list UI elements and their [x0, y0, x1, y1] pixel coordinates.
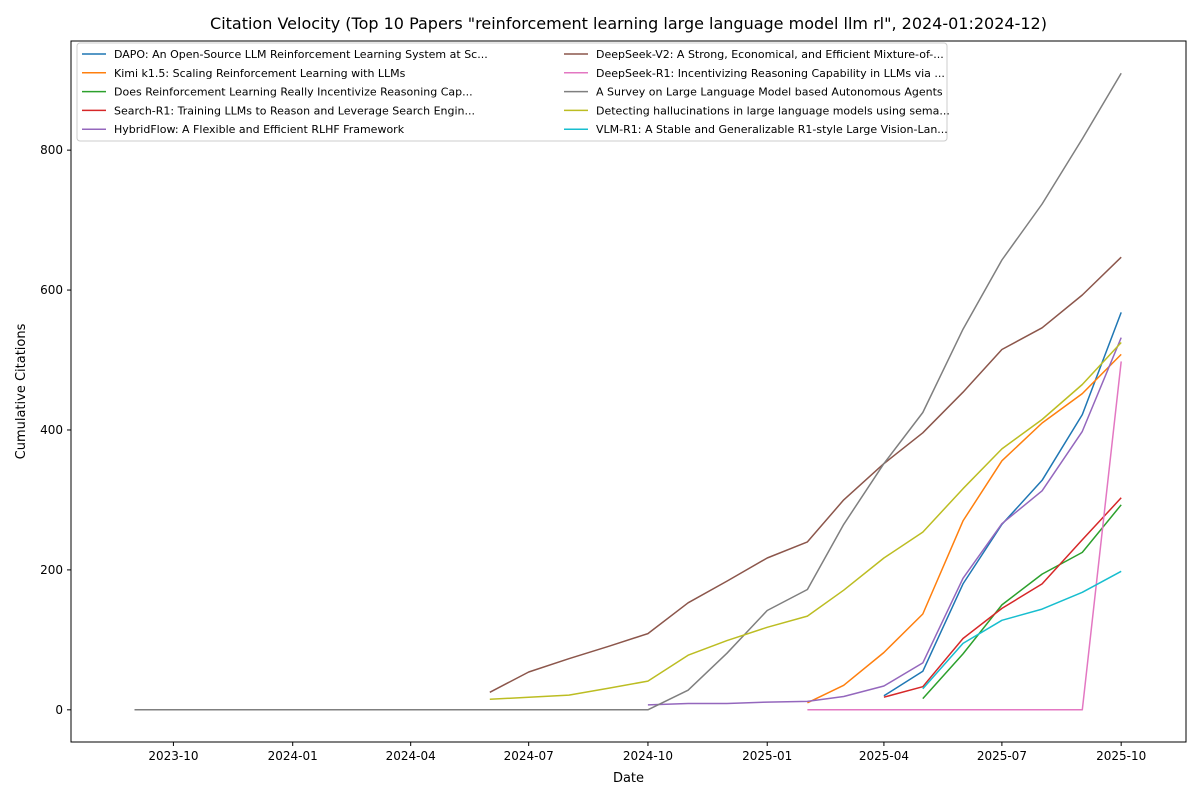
plot-frame	[70, 40, 1187, 743]
series-line-4	[883, 497, 1122, 698]
y-tick-label: 600	[40, 283, 63, 297]
series-line-6	[489, 256, 1122, 693]
x-tick-label: 2025-10	[1096, 749, 1146, 763]
y-axis-label: Cumulative Citations	[14, 323, 29, 459]
x-tick-label: 2025-07	[977, 749, 1027, 763]
legend-entry: Search-R1: Training LLMs to Reason and L…	[114, 104, 475, 117]
legend: DAPO: An Open-Source LLM Reinforcement L…	[76, 42, 950, 142]
x-tick-label: 2025-04	[859, 749, 909, 763]
x-tick-label: 2025-01	[742, 749, 792, 763]
y-tick-label: 800	[40, 143, 63, 157]
legend-entry: DeepSeek-R1: Incentivizing Reasoning Cap…	[596, 67, 945, 80]
series-line-7	[807, 361, 1122, 711]
series-line-8	[134, 72, 1122, 711]
chart-title: Citation Velocity (Top 10 Papers "reinfo…	[210, 14, 1047, 33]
y-tick-label: 0	[55, 703, 63, 717]
x-axis-ticks: 2023-10 2024-01 2024-04 2024-07 2024-10 2025-…	[148, 742, 1146, 763]
legend-entry: Detecting hallucinations in large langua…	[596, 104, 950, 117]
legend-entry: DeepSeek-V2: A Strong, Economical, and E…	[596, 48, 944, 61]
x-axis-label: Date	[613, 771, 644, 786]
legend-entry: VLM-R1: A Stable and Generalizable R1-st…	[596, 123, 948, 136]
legend-entry: A Survey on Large Language Model based A…	[596, 86, 943, 99]
legend-entry: DAPO: An Open-Source LLM Reinforcement L…	[114, 48, 488, 61]
legend-box	[76, 42, 948, 142]
series-line-2	[807, 353, 1122, 704]
series-lines	[134, 72, 1122, 711]
series-line-10	[922, 570, 1122, 690]
y-tick-label: 200	[40, 563, 63, 577]
series-line-3	[922, 504, 1122, 700]
series-line-1	[883, 312, 1122, 697]
x-tick-label: 2024-04	[386, 749, 436, 763]
x-tick-label: 2023-10	[148, 749, 198, 763]
legend-entry: HybridFlow: A Flexible and Efficient RLH…	[114, 123, 405, 136]
series-line-5	[647, 337, 1122, 706]
x-tick-label: 2024-07	[504, 749, 554, 763]
series-line-9	[489, 341, 1122, 701]
x-tick-label: 2024-01	[268, 749, 318, 763]
y-axis-ticks: 0 200 400 600 800	[40, 143, 71, 717]
legend-entry: Kimi k1.5: Scaling Reinforcement Learnin…	[114, 67, 406, 80]
x-tick-label: 2024-10	[623, 749, 673, 763]
legend-entry: Does Reinforcement Learning Really Incen…	[114, 86, 473, 99]
y-tick-label: 400	[40, 423, 63, 437]
